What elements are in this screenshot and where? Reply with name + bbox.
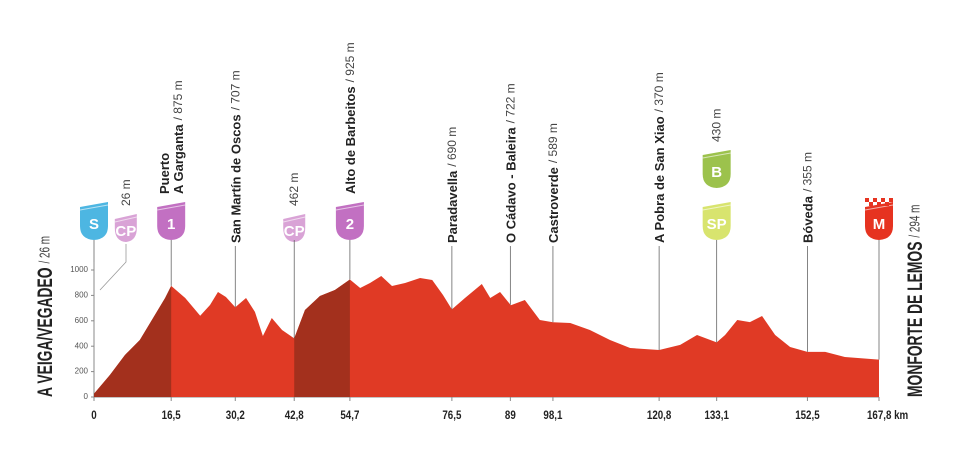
waypoint-name: Bóveda xyxy=(800,195,815,243)
badge-label: SP xyxy=(707,216,727,233)
checker xyxy=(869,202,873,206)
x-tick-label: 16,5 xyxy=(162,409,181,422)
x-tick-label: 0 xyxy=(91,409,96,422)
start-elevation: / 26 m xyxy=(37,236,54,263)
y-tick-label: 200 xyxy=(75,367,89,376)
badge-label: B xyxy=(711,164,722,181)
waypoint-name: O Cádavo - Baleira xyxy=(503,127,518,243)
badge-stripe xyxy=(114,216,137,223)
y-tick-label: 1000 xyxy=(70,265,88,274)
x-tick-label: 76,5 xyxy=(442,409,461,422)
waypoint-label: Puerto xyxy=(157,153,172,194)
checker xyxy=(873,198,877,202)
x-tick-label: 167,8 km xyxy=(867,409,908,422)
leader-line xyxy=(99,244,127,291)
waypoint-name: Puerto xyxy=(157,153,172,194)
badge-stripe xyxy=(283,216,306,223)
x-tick-label: 54,7 xyxy=(340,409,359,422)
badge xyxy=(80,202,108,240)
badge xyxy=(157,202,186,240)
waypoint-elevation: / 370 m xyxy=(652,72,666,112)
x-tick-label: 133,1 xyxy=(704,409,728,422)
checker xyxy=(865,198,869,202)
x-tick-label: 30,2 xyxy=(226,409,245,422)
waypoint-name: Paradavella xyxy=(444,170,459,243)
elevation-area xyxy=(94,275,879,397)
finish-label: MONFORTE DE LEMOS / 294 m xyxy=(903,205,927,397)
waypoint-label: O Cádavo - Baleira / 722 m xyxy=(503,83,518,243)
y-tick-label: 400 xyxy=(75,341,89,350)
climb-shading xyxy=(294,279,350,397)
y-tick-label: 600 xyxy=(75,316,89,325)
y-tick-label: 800 xyxy=(75,291,89,300)
x-tick-label: 89 xyxy=(505,409,516,422)
badge-stripe xyxy=(335,204,364,211)
checker xyxy=(877,202,881,206)
waypoint-name: A Pobra de San Xiao xyxy=(652,116,667,243)
checker xyxy=(889,198,893,202)
x-tick-label: 98,1 xyxy=(543,409,562,422)
waypoint-elevation: 26 m xyxy=(119,179,133,206)
waypoint-name: Castroverde xyxy=(545,167,560,243)
waypoint-elevation: 462 m xyxy=(287,173,301,206)
badge-label: M xyxy=(873,216,886,233)
waypoint-label: Castroverde / 589 m xyxy=(545,123,560,243)
badge-label: 1 xyxy=(167,216,175,233)
waypoint-label: Alto de Barbeitos / 925 m xyxy=(342,42,357,194)
finish-elevation: / 294 m xyxy=(907,205,924,238)
x-tick-label: 120,8 xyxy=(647,409,671,422)
badge-stripe xyxy=(702,152,731,159)
start-name: A VEIGA/VEGADEO xyxy=(33,267,57,397)
x-tick-label: 42,8 xyxy=(285,409,304,422)
waypoint-elevation: / 707 m xyxy=(228,70,242,110)
waypoint-elevation: 430 m xyxy=(710,109,724,142)
badge xyxy=(865,202,893,240)
y-tick-label: 0 xyxy=(84,392,89,401)
waypoint-elevation: / 722 m xyxy=(503,83,517,123)
waypoint-elevation: / 925 m xyxy=(343,42,357,82)
badge-stripe xyxy=(157,204,186,211)
waypoint-label: A Pobra de San Xiao / 370 m xyxy=(652,72,667,243)
waypoint-elevation: / 875 m xyxy=(171,80,185,120)
finish-name: MONFORTE DE LEMOS xyxy=(903,241,927,397)
badge-label: CP xyxy=(115,223,136,240)
waypoint-elevation: / 589 m xyxy=(546,123,560,163)
waypoint-name: A Garganta xyxy=(171,124,186,194)
checker xyxy=(885,202,889,206)
waypoint-label: San Martín de Oscos / 707 m xyxy=(228,70,243,243)
badge xyxy=(702,150,731,188)
climb-shading xyxy=(94,285,172,397)
badge-label: S xyxy=(89,216,99,233)
checker xyxy=(881,198,885,202)
waypoint-label: Bóveda / 355 m xyxy=(800,152,815,243)
badge xyxy=(335,202,364,240)
waypoint-elevation: / 690 m xyxy=(445,127,459,167)
badge xyxy=(702,202,731,240)
waypoint-elevation: / 355 m xyxy=(800,152,814,192)
badge-stripe xyxy=(79,204,109,211)
badge-label: 2 xyxy=(346,216,354,233)
badge-stripe xyxy=(702,204,731,211)
x-tick-label: 152,5 xyxy=(795,409,819,422)
badge-label: CP xyxy=(284,223,305,240)
waypoint-name: Alto de Barbeitos xyxy=(342,86,357,194)
waypoint-label: Paradavella / 690 m xyxy=(444,127,459,243)
waypoint-name: San Martín de Oscos xyxy=(228,114,243,243)
start-label: A VEIGA/VEGADEO / 26 m xyxy=(33,236,57,397)
waypoint-label: A Garganta / 875 m xyxy=(171,80,186,194)
